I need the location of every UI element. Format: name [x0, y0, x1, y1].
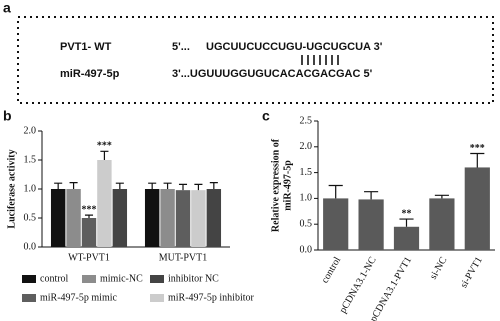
bar — [191, 190, 206, 247]
x-tick-label: MUT-PVT1 — [159, 252, 208, 263]
panel-label: c — [262, 108, 270, 124]
x-tick-label: si-PVT1 — [458, 255, 484, 290]
y-tick-label: 2.5 — [300, 115, 313, 126]
x-tick-label: control — [320, 255, 344, 285]
error-bar — [100, 150, 109, 160]
y-axis-label: Luciferase activity — [6, 149, 17, 228]
legend-swatch — [22, 294, 36, 302]
prefix: 5'... — [172, 41, 190, 53]
row-name: PVT1- WT — [60, 41, 112, 53]
bar — [50, 189, 66, 247]
legend-label: inhibitor NC — [168, 273, 219, 284]
bar — [81, 218, 97, 247]
row-name: miR-497-5p — [60, 68, 120, 80]
bar — [393, 226, 420, 250]
y-tick-label: 1.5 — [300, 167, 313, 178]
panel-label: b — [3, 108, 12, 124]
significance: *** — [97, 141, 112, 152]
significance: ** — [402, 208, 412, 219]
error-bar — [163, 182, 172, 189]
significance: *** — [470, 143, 485, 154]
y-tick-label: 0.0 — [300, 244, 313, 255]
error-bar — [434, 194, 449, 199]
y-axis-label: miR-497-5p — [282, 160, 293, 211]
legend-label: mimic-NC — [100, 273, 143, 284]
y-tick-label: 1.5 — [24, 154, 37, 165]
panel-label: a — [3, 0, 11, 16]
pairing-lines — [301, 55, 339, 65]
x-tick-label: pCDNA3.1-NC — [338, 255, 379, 315]
error-bar — [209, 182, 218, 189]
error-bar — [194, 183, 203, 191]
legend-swatch — [150, 294, 164, 302]
bar — [206, 189, 222, 247]
legend-swatch — [82, 275, 96, 283]
bar — [358, 199, 384, 250]
y-tick-label: 0.5 — [300, 218, 313, 229]
bar — [112, 189, 128, 247]
significance: *** — [82, 204, 97, 215]
error-bar — [364, 191, 379, 200]
y-tick-label: 0.0 — [24, 241, 37, 252]
legend-swatch — [150, 275, 164, 283]
error-bar — [328, 184, 343, 199]
y-axis-label: Relative expression of — [270, 138, 281, 232]
y-tick-label: 0.5 — [24, 212, 37, 223]
bar — [323, 198, 349, 250]
bar — [144, 189, 160, 247]
x-tick-label: si-NC — [428, 255, 450, 281]
bar — [175, 190, 191, 247]
bar — [97, 160, 112, 247]
error-bar — [69, 182, 78, 189]
bar — [66, 189, 81, 247]
error-bar — [148, 182, 157, 189]
error-bar — [84, 214, 94, 218]
bar — [160, 189, 175, 247]
x-tick-label: WT-PVT1 — [68, 252, 110, 263]
legend-label: miR-497-5p mimic — [40, 292, 118, 303]
sequence: 3'...UGUUUGGUGUCACACGACGAC 5' — [172, 68, 373, 80]
legend-label: miR-497-5p inhibitor — [168, 292, 255, 303]
y-tick-label: 2.0 — [24, 125, 37, 136]
dotted-box — [17, 16, 494, 104]
bar — [429, 198, 455, 250]
error-bar — [399, 218, 414, 227]
legend-swatch — [22, 275, 36, 283]
y-tick-label: 1.0 — [300, 193, 313, 204]
sequence: UGCUUCUCCUGU-UGCUGCUA 3' — [206, 41, 383, 53]
error-bar — [115, 182, 124, 189]
error-bar — [54, 182, 63, 189]
legend-label: control — [40, 273, 69, 284]
y-tick-label: 1.0 — [24, 183, 37, 194]
error-bar — [470, 152, 485, 168]
y-tick-label: 2.0 — [300, 141, 313, 152]
error-bar — [178, 183, 188, 191]
bar — [464, 167, 490, 250]
